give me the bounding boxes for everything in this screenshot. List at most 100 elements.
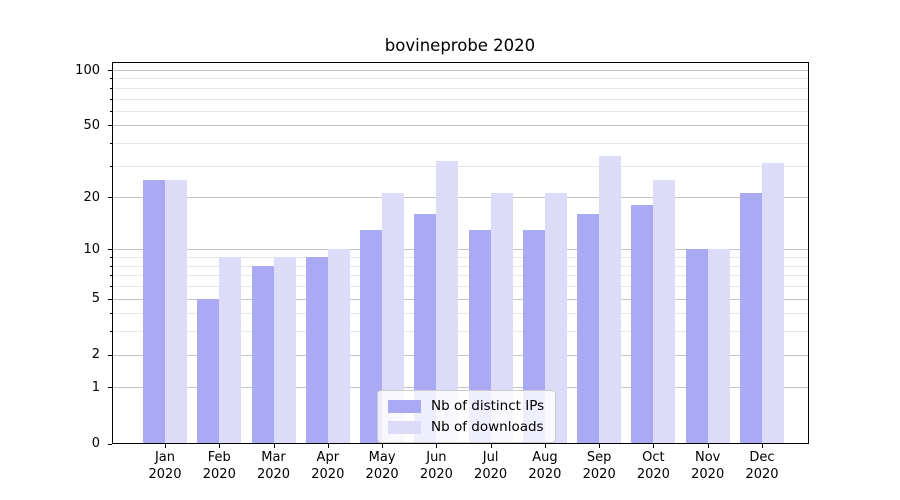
major-gridline [112,249,808,251]
y-tick-label: 2 [91,347,100,363]
x-tickmark [707,444,709,448]
x-tick-label: Apr 2020 [311,450,345,482]
legend-swatch-downloads [388,420,421,434]
major-gridline [112,298,808,300]
y-tick-label: 100 [75,62,100,78]
minor-gridline [112,98,808,100]
y-minor-tickmark [110,275,112,277]
x-tick-label: May 2020 [365,450,399,482]
y-tick-label: 20 [83,189,100,205]
major-gridline [112,354,808,356]
bar-downloads [653,179,676,443]
x-tick-label: Mar 2020 [256,450,291,482]
y-tick-label: 10 [83,241,100,257]
bar-distinct-ips [685,249,708,443]
y-minor-tickmark [110,265,112,267]
legend: Nb of distinct IPs Nb of downloads [377,390,557,443]
bar-downloads [762,163,784,443]
y-tickmark [108,249,112,251]
minor-gridline [112,143,808,144]
x-tick-label: Nov 2020 [691,450,725,482]
x-tick-label: Dec 2020 [745,450,779,482]
minor-gridline [112,78,808,80]
bar-distinct-ips [577,214,600,443]
plot-area [112,62,808,443]
x-tick-label: Oct 2020 [636,450,670,482]
legend-label-distinct-ips: Nb of distinct IPs [431,398,545,414]
legend-swatch-distinct-ips [388,399,421,413]
y-minor-tickmark [110,110,112,112]
x-tick-label: Aug 2020 [528,450,562,482]
minor-gridline [112,110,808,112]
axis-spine-bottom [112,443,809,444]
bar-distinct-ips [631,205,654,443]
y-tick-label: 50 [83,117,100,133]
bar-downloads [219,257,242,443]
y-minor-tickmark [110,78,112,80]
y-minor-tickmark [110,143,112,144]
bar-distinct-ips [197,298,220,443]
y-minor-tickmark [110,313,112,315]
x-tickmark [273,444,275,448]
y-tick-label: 1 [91,379,100,395]
minor-gridline [112,313,808,315]
y-tickmark [108,443,112,445]
major-gridline [112,197,808,199]
y-tickmark [108,70,112,71]
x-tickmark [327,444,329,448]
axis-spine-top [112,62,809,63]
bar-distinct-ips [414,214,437,443]
y-minor-tickmark [110,98,112,100]
minor-gridline [112,165,808,167]
bar-downloads [165,179,187,443]
axis-spine-right [808,62,809,444]
x-tickmark [436,444,438,448]
x-tick-label: Jul 2020 [474,450,508,482]
bar-downloads [544,193,567,443]
x-tickmark [599,444,601,448]
x-tickmark [653,444,655,448]
x-tickmark [382,444,384,448]
minor-gridline [112,275,808,277]
bar-distinct-ips [251,265,274,443]
y-minor-tickmark [110,257,112,259]
minor-gridline [112,265,808,267]
bar-downloads [599,155,622,443]
x-tick-label: Jun 2020 [419,450,453,482]
bar-distinct-ips [522,229,545,443]
y-tickmark [108,387,112,389]
y-minor-tickmark [110,165,112,167]
minor-gridline [112,257,808,259]
bar-distinct-ips [143,179,165,443]
bar-distinct-ips [305,257,328,443]
y-tickmark [108,354,112,356]
bar-downloads [707,249,730,443]
bar-downloads [490,193,513,443]
x-tick-label: Sep 2020 [582,450,616,482]
axis-spine-left [112,62,113,444]
bar-distinct-ips [468,229,491,443]
x-tickmark [219,444,221,448]
y-tick-label: 0 [91,436,100,451]
minor-gridline [112,331,808,333]
legend-label-downloads: Nb of downloads [431,419,544,435]
x-tickmark [544,444,546,448]
legend-item-downloads: Nb of downloads [388,419,544,435]
x-tickmark [762,444,763,448]
y-minor-tickmark [110,331,112,333]
x-tick-label: Jan 2020 [148,450,182,482]
bar-downloads [327,249,350,443]
bar-downloads [273,257,296,443]
y-tickmark [108,298,112,300]
bar-downloads [382,193,405,443]
y-tickmark [108,125,112,127]
y-minor-tickmark [110,87,112,89]
bar-downloads [436,160,459,443]
minor-gridline [112,87,808,89]
y-tickmark [108,197,112,199]
x-tickmark [490,444,492,448]
legend-item-distinct-ips: Nb of distinct IPs [388,398,544,414]
minor-gridline [112,286,808,287]
y-minor-tickmark [110,286,112,287]
